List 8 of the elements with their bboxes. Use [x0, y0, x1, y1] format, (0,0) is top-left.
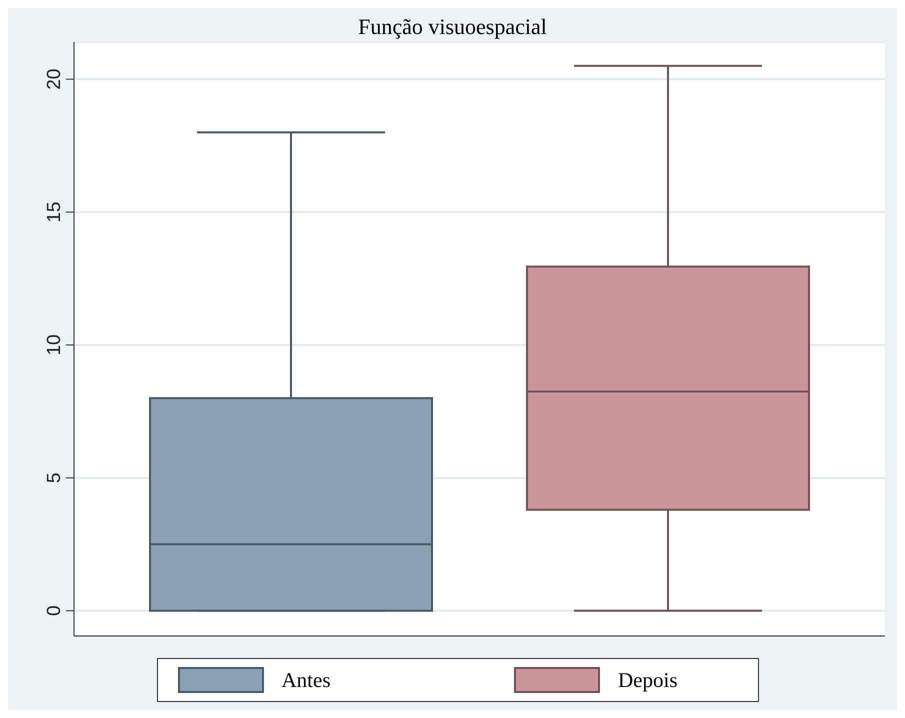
y-tick-label: 10 — [44, 334, 65, 356]
chart-title: Função visuoespacial — [357, 13, 548, 41]
y-tick-label: 0 — [44, 605, 65, 616]
y-tick-label: 15 — [44, 202, 65, 223]
legend-label: Antes — [282, 668, 330, 692]
legend-label: Depois — [618, 668, 678, 692]
y-tick-label: 5 — [44, 472, 65, 484]
y-tick-label: 20 — [44, 68, 65, 90]
